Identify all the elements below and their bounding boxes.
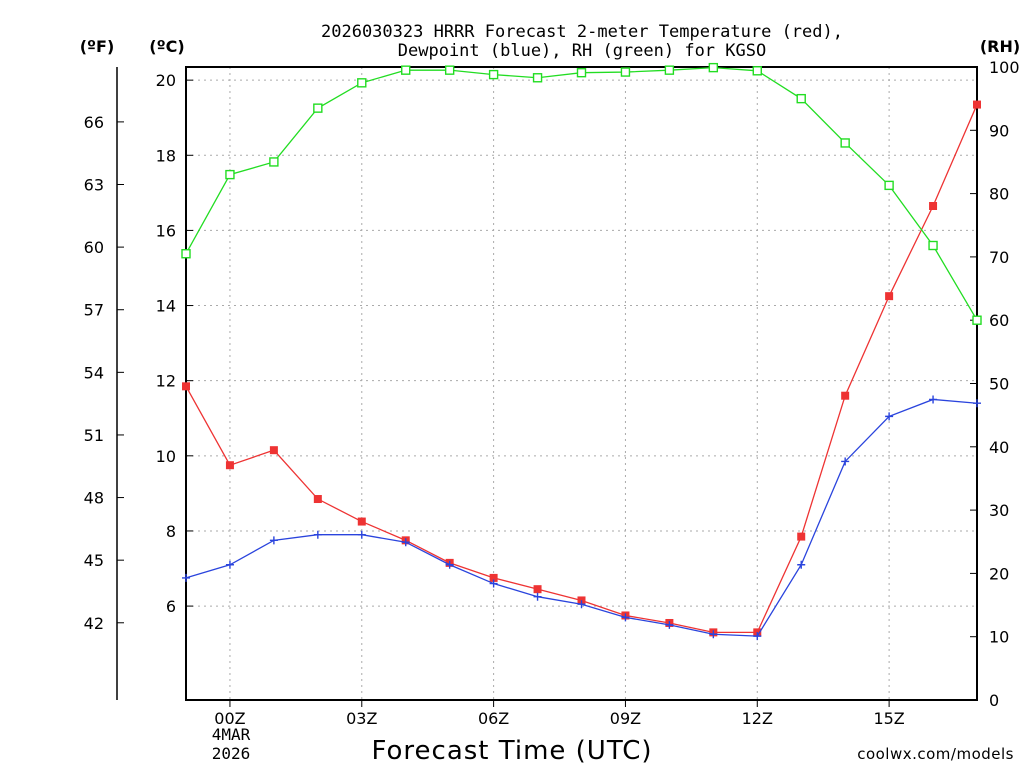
rh-point (181, 249, 191, 259)
temperature-line (185, 104, 978, 634)
temperature-point (182, 382, 190, 391)
chart-title-line2: Dewpoint (blue), RH (green) for KGSO (398, 41, 766, 61)
dewpoint-point (533, 592, 542, 601)
dewpoint-point (709, 630, 718, 639)
temperature-point (885, 292, 894, 301)
celsius-tick-label: 8 (166, 522, 176, 541)
rh-axis-unit: (RH) (980, 37, 1020, 56)
rh-tick-label: 100 (989, 58, 1020, 77)
x-tick-label: 06Z (478, 709, 509, 728)
date-label-line1: 4MAR (212, 725, 251, 744)
dewpoint-point (401, 538, 410, 547)
rh-point (313, 103, 323, 113)
temperature-point (841, 391, 850, 400)
dewpoint-point (182, 573, 190, 582)
rh-point (488, 69, 499, 80)
rh-point (840, 138, 850, 148)
dewpoint-point (753, 632, 762, 641)
rh-point (269, 157, 279, 167)
rh-point (708, 62, 719, 73)
temperature-point (313, 495, 322, 504)
x-tick-label: 03Z (346, 709, 377, 728)
rh-line (185, 66, 978, 321)
celsius-tick-label: 12 (156, 372, 176, 391)
dewpoint-point (489, 579, 498, 588)
rh-point (444, 65, 455, 75)
fahrenheit-tick-label: 57 (84, 301, 104, 320)
rh-tick-label: 40 (989, 438, 1009, 457)
x-tick-label: 15Z (873, 709, 904, 728)
fahrenheit-tick-label: 63 (84, 176, 104, 195)
dewpoint-point (225, 560, 234, 569)
dewpoint-point (841, 457, 850, 466)
celsius-tick-label: 10 (156, 447, 176, 466)
fahrenheit-tick-label: 45 (84, 551, 104, 570)
rh-point (576, 67, 587, 78)
dewpoint-point (445, 560, 454, 569)
x-tick-label: 00Z (214, 709, 245, 728)
x-tick-label: 12Z (742, 709, 773, 728)
series (181, 62, 982, 641)
fahrenheit-tick-label: 42 (84, 614, 104, 633)
celsius-tick-label: 18 (156, 146, 176, 165)
temperature-point (929, 201, 938, 210)
rh-tick-label: 50 (989, 375, 1009, 394)
chart-title-line1: 2026030323 HRRR Forecast 2-meter Tempera… (321, 22, 843, 42)
celsius-tick-label: 20 (156, 71, 176, 90)
dewpoint-point (621, 613, 630, 622)
dewpoint-point (929, 395, 938, 404)
rh-point (884, 180, 894, 191)
temperature-point (225, 461, 234, 470)
dewpoint-point (577, 600, 586, 609)
rh-point (928, 240, 938, 251)
temperature-point (269, 446, 278, 455)
x-tick-label: 09Z (610, 709, 641, 728)
rh-tick-label: 30 (989, 501, 1009, 520)
rh-point (532, 73, 543, 83)
rh-point (357, 78, 367, 88)
celsius-axis-unit: (ºC) (149, 37, 184, 56)
fahrenheit-axis-unit: (ºF) (80, 37, 115, 56)
rh-point (972, 315, 982, 325)
celsius-tick-label: 16 (156, 221, 176, 240)
temperature-point (489, 573, 498, 582)
dewpoint-point (973, 399, 981, 408)
rh-point (752, 66, 762, 76)
site-credit: coolwx.com/models (857, 745, 1014, 763)
rh-tick-label: 10 (989, 628, 1009, 647)
rh-point (225, 169, 235, 180)
rh-tick-label: 60 (989, 311, 1009, 330)
rh-tick-label: 80 (989, 185, 1009, 204)
dewpoint-point (357, 530, 366, 539)
rh-tick-label: 70 (989, 248, 1009, 267)
rh-point (796, 93, 806, 104)
rh-point (620, 67, 631, 77)
fahrenheit-tick-label: 48 (84, 489, 104, 508)
dewpoint-point (885, 412, 894, 421)
fahrenheit-tick-label: 51 (84, 426, 104, 445)
rh-point (664, 65, 675, 75)
x-axis-title: Forecast Time (UTC) (371, 736, 652, 766)
fahrenheit-tick-label: 54 (84, 363, 104, 382)
axes: 00Z 03Z 06Z 09Z 12Z 15Z 6 8 10 12 14 16 18 20 42 45 48 51… (84, 58, 1020, 728)
temperature-point (973, 100, 981, 109)
dewpoint-point (665, 620, 674, 629)
rh-tick-label: 90 (989, 121, 1009, 140)
date-label-line2: 2026 (212, 744, 251, 763)
celsius-tick-label: 6 (166, 597, 176, 616)
celsius-tick-label: 14 (156, 297, 176, 316)
rh-point (401, 65, 411, 75)
dewpoint-point (269, 536, 278, 545)
fahrenheit-tick-label: 60 (84, 238, 104, 257)
dewpoint-point (797, 560, 806, 569)
temperature-point (797, 532, 806, 541)
dewpoint-point (313, 530, 322, 539)
rh-tick-label: 0 (989, 691, 999, 710)
temperature-point (357, 517, 366, 526)
fahrenheit-tick-label: 66 (84, 113, 104, 132)
temperature-point (533, 585, 542, 594)
rh-tick-label: 20 (989, 564, 1009, 583)
